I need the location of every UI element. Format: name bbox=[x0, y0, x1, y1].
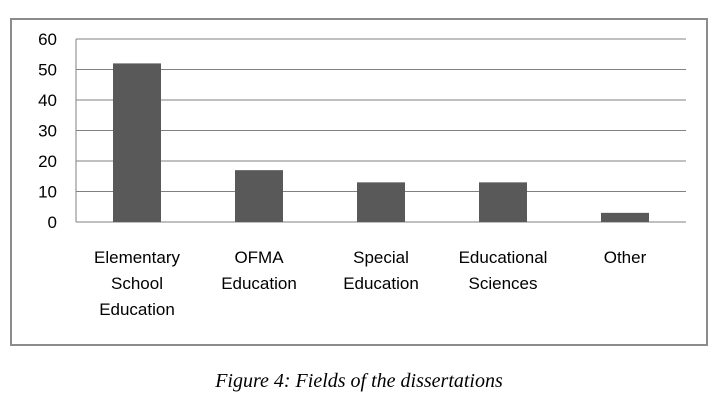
x-category-label: OFMA Education bbox=[221, 248, 297, 293]
x-category-label-line: Other bbox=[604, 248, 647, 267]
bar bbox=[479, 182, 527, 222]
y-tick-label: 0 bbox=[48, 213, 57, 232]
x-category-label-line: Educational bbox=[459, 248, 548, 267]
bar bbox=[357, 182, 405, 222]
x-category-label: Other bbox=[604, 248, 647, 267]
x-category-label-line: School bbox=[111, 274, 163, 293]
x-category-label: Elementary School Education bbox=[94, 248, 180, 319]
bar bbox=[113, 63, 161, 223]
y-tick-label: 20 bbox=[38, 152, 57, 171]
y-tick-label: 40 bbox=[38, 91, 57, 110]
x-category-label-line: Education bbox=[221, 274, 297, 293]
bar bbox=[601, 212, 649, 222]
x-category-label: Educational Sciences bbox=[459, 248, 548, 293]
x-category-label-line: Special bbox=[353, 248, 409, 267]
x-category-label-line: Education bbox=[343, 274, 419, 293]
y-tick-label: 10 bbox=[38, 183, 57, 202]
x-category-label-line: OFMA bbox=[234, 248, 284, 267]
y-tick-label: 30 bbox=[38, 122, 57, 141]
x-category-label-line: Elementary bbox=[94, 248, 180, 267]
bar bbox=[235, 170, 283, 222]
y-tick-label: 50 bbox=[38, 61, 57, 80]
x-category-label-line: Education bbox=[99, 300, 175, 319]
figure-caption: Figure 4: Fields of the dissertations bbox=[215, 370, 503, 392]
y-tick-label: 60 bbox=[38, 30, 57, 49]
x-category-label-line: Sciences bbox=[469, 274, 538, 293]
x-category-label: Special Education bbox=[343, 248, 419, 293]
